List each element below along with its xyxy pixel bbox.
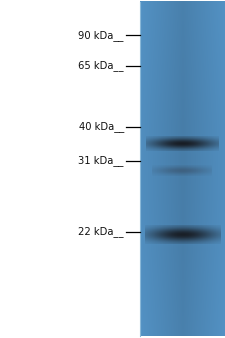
- Text: 65 kDa__: 65 kDa__: [78, 61, 124, 71]
- Text: 22 kDa__: 22 kDa__: [78, 226, 124, 237]
- Text: 90 kDa__: 90 kDa__: [78, 30, 124, 41]
- Text: 40 kDa__: 40 kDa__: [79, 121, 124, 132]
- Text: 31 kDa__: 31 kDa__: [78, 155, 124, 166]
